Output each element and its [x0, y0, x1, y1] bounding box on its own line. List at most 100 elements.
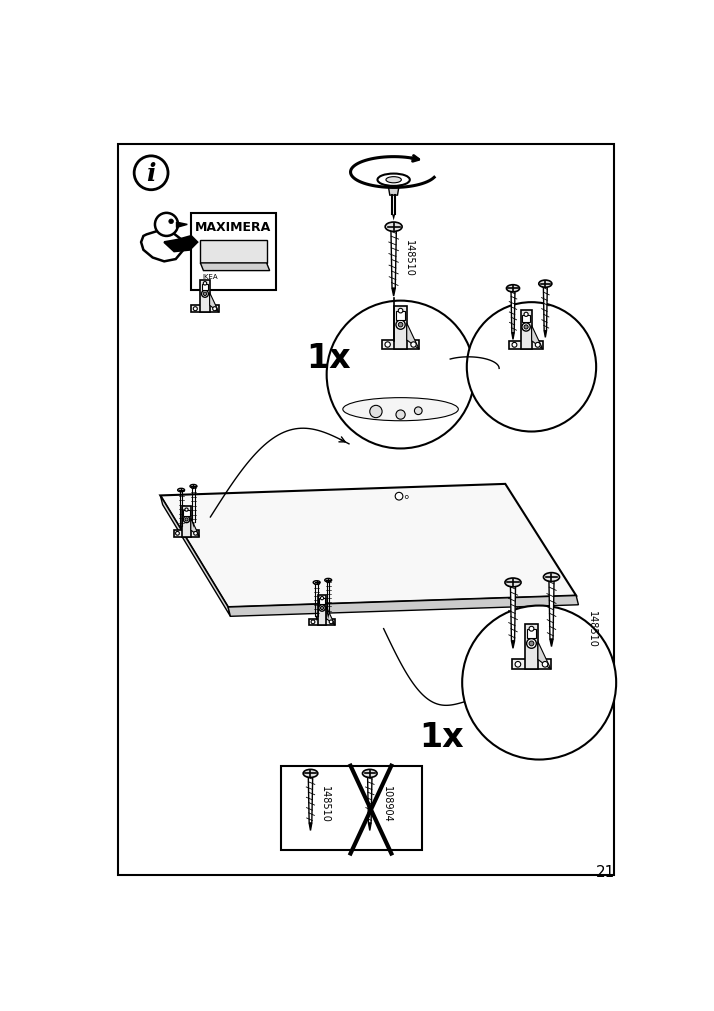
Bar [201, 284, 208, 291]
Circle shape [527, 639, 536, 649]
Polygon shape [228, 595, 578, 617]
Polygon shape [543, 287, 548, 332]
Polygon shape [368, 776, 372, 823]
Bar [183, 511, 190, 517]
Circle shape [326, 301, 475, 449]
Circle shape [201, 291, 208, 298]
Circle shape [329, 621, 333, 624]
Ellipse shape [178, 489, 185, 492]
Ellipse shape [313, 581, 320, 584]
Bar [174, 531, 199, 537]
Polygon shape [388, 187, 399, 196]
Ellipse shape [506, 285, 520, 292]
Ellipse shape [539, 281, 552, 288]
Circle shape [524, 313, 528, 317]
Bar [510, 342, 543, 350]
Bar [527, 630, 536, 639]
Polygon shape [192, 523, 195, 528]
Circle shape [398, 309, 403, 313]
Polygon shape [512, 334, 514, 340]
Polygon shape [326, 608, 335, 626]
Circle shape [462, 606, 616, 760]
Bar [318, 599, 326, 605]
Polygon shape [308, 776, 313, 823]
Polygon shape [316, 616, 318, 622]
Circle shape [193, 532, 198, 536]
Ellipse shape [325, 579, 332, 582]
Circle shape [193, 307, 197, 311]
Circle shape [185, 519, 188, 522]
Circle shape [396, 320, 405, 330]
Circle shape [183, 517, 190, 523]
Circle shape [395, 492, 403, 500]
Bar [525, 624, 538, 669]
Polygon shape [201, 264, 270, 271]
Text: 148510: 148510 [320, 786, 330, 822]
Ellipse shape [303, 769, 318, 777]
Polygon shape [532, 327, 543, 350]
Circle shape [405, 496, 408, 499]
Polygon shape [164, 237, 197, 252]
Text: 148510: 148510 [404, 240, 414, 277]
Text: IKEA: IKEA [203, 274, 218, 280]
Text: 148510: 148510 [586, 611, 596, 647]
Bar [191, 213, 276, 290]
Ellipse shape [190, 485, 197, 488]
Bar [396, 311, 405, 320]
Bar [201, 281, 210, 312]
Circle shape [155, 213, 178, 237]
Bar [318, 595, 326, 626]
Ellipse shape [543, 573, 560, 582]
Bar [191, 306, 219, 312]
Polygon shape [141, 232, 183, 262]
Polygon shape [368, 823, 371, 831]
Circle shape [370, 406, 382, 419]
Text: i: i [146, 162, 156, 186]
Ellipse shape [505, 578, 521, 587]
Bar [281, 766, 422, 850]
Polygon shape [327, 614, 329, 620]
Polygon shape [549, 581, 554, 640]
Text: 21: 21 [595, 863, 615, 879]
Circle shape [512, 343, 517, 348]
Circle shape [522, 324, 531, 332]
Circle shape [414, 407, 422, 416]
Bar [521, 310, 532, 350]
Polygon shape [161, 496, 231, 617]
Bar [512, 660, 551, 669]
Polygon shape [210, 293, 219, 312]
Ellipse shape [378, 174, 410, 187]
Circle shape [311, 621, 315, 624]
Ellipse shape [386, 178, 401, 184]
Polygon shape [511, 586, 516, 641]
Text: 1x: 1x [419, 720, 463, 753]
Bar [309, 619, 335, 626]
Text: 108904: 108904 [382, 786, 392, 822]
Circle shape [321, 607, 323, 610]
Polygon shape [176, 222, 187, 228]
Circle shape [203, 293, 207, 296]
Circle shape [536, 343, 540, 348]
Circle shape [213, 307, 217, 311]
Polygon shape [550, 640, 553, 647]
Text: MAXIMERA: MAXIMERA [196, 221, 271, 234]
Polygon shape [544, 332, 546, 338]
Polygon shape [511, 292, 515, 334]
Ellipse shape [343, 398, 458, 422]
Circle shape [529, 641, 534, 646]
Bar [522, 315, 531, 324]
Circle shape [318, 606, 326, 612]
Circle shape [176, 532, 179, 536]
Ellipse shape [363, 769, 377, 777]
Polygon shape [511, 641, 515, 649]
Polygon shape [407, 324, 419, 350]
Circle shape [396, 410, 405, 420]
Polygon shape [392, 215, 395, 221]
Circle shape [169, 219, 174, 224]
Circle shape [467, 303, 596, 432]
Polygon shape [180, 527, 182, 532]
Circle shape [524, 326, 528, 330]
Circle shape [515, 662, 521, 667]
Polygon shape [161, 484, 576, 608]
Ellipse shape [385, 222, 402, 233]
